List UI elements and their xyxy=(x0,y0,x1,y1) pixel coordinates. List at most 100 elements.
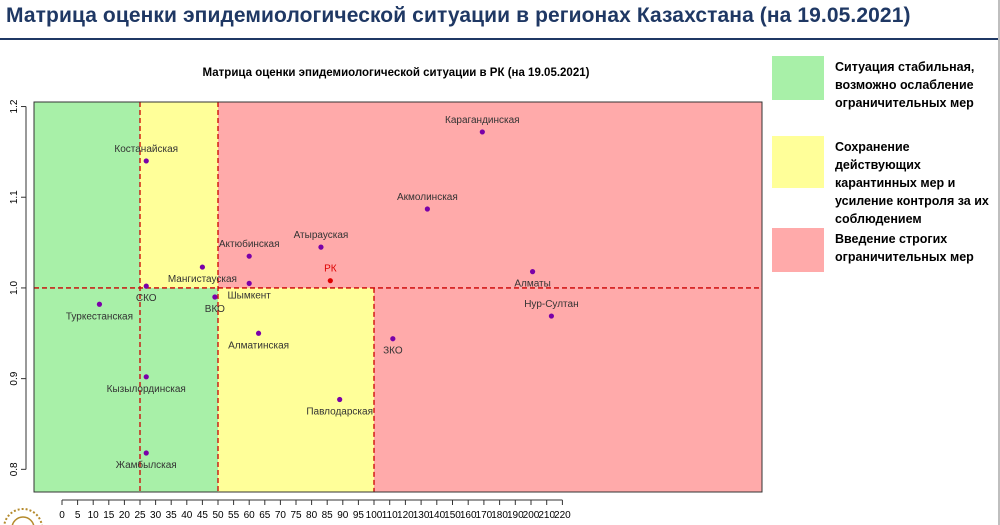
data-point xyxy=(143,283,149,289)
point-label: Кызылординская xyxy=(107,384,186,395)
x-tick-label: 100 xyxy=(366,510,383,521)
data-point xyxy=(199,264,205,270)
zone-green-lower xyxy=(140,287,218,492)
data-point xyxy=(529,269,536,275)
x-tick-label: 140 xyxy=(428,510,445,521)
data-point xyxy=(318,244,324,250)
x-tick-label: 210 xyxy=(538,510,555,521)
legend-label: Ситуация стабильная, возможно ослабление о… xyxy=(835,58,974,112)
zone-red-top xyxy=(218,102,762,288)
x-tick-label: 55 xyxy=(228,510,240,521)
point-label: ЗКО xyxy=(383,346,403,357)
page-title: Матрица оценки эпидемиологической ситуац… xyxy=(6,4,911,27)
zone-yellow-top xyxy=(140,102,218,288)
x-tick-label: 5 xyxy=(75,510,81,521)
x-tick-label: 120 xyxy=(397,510,414,521)
point-label: ВКО xyxy=(205,304,225,315)
data-point xyxy=(424,206,430,212)
x-tick-label: 160 xyxy=(460,510,477,521)
point-label: Актюбинская xyxy=(219,238,280,250)
legend-label-line: соблюдением xyxy=(835,212,922,226)
threshold-lines xyxy=(34,102,762,492)
x-tick-label: 150 xyxy=(444,510,461,521)
x-tick-label: 45 xyxy=(197,510,209,521)
data-point xyxy=(143,158,149,164)
data-point xyxy=(212,294,218,300)
point-label: Мангистауская xyxy=(168,274,237,285)
scatter-chart: Матрица оценки эпидемиологической ситуац… xyxy=(9,67,763,521)
chart-title: Матрица оценки эпидемиологической ситуац… xyxy=(203,67,590,79)
point-label: Алматинская xyxy=(228,340,289,351)
y-tick-label: 1.2 xyxy=(9,99,20,113)
x-tick-label: 25 xyxy=(134,510,146,521)
emblem-logo xyxy=(3,508,43,525)
x-tick-label: 200 xyxy=(523,510,540,521)
data-point xyxy=(548,313,555,319)
legend-swatch xyxy=(772,136,824,188)
data-point xyxy=(337,396,343,403)
point-label: РК xyxy=(324,264,337,275)
data-point xyxy=(143,374,149,380)
x-tick-label: 60 xyxy=(244,510,256,521)
x-tick-label: 95 xyxy=(353,510,365,521)
slide-edge xyxy=(998,0,1000,525)
x-tick-label: 190 xyxy=(507,510,524,521)
legend-item: Введение строгих ограничительных мер xyxy=(772,228,998,272)
point-label: Карагандинская xyxy=(445,115,520,126)
point-label: Туркестанская xyxy=(66,311,133,322)
x-tick-label: 15 xyxy=(103,510,115,521)
legend-swatch xyxy=(772,228,824,272)
legend-label-line: возможно ослабление xyxy=(835,78,974,92)
x-tick-label: 30 xyxy=(150,510,162,521)
y-axis: 0.8 0.9 1.0 1.1 1.2 xyxy=(9,99,27,476)
x-tick-label: 20 xyxy=(119,510,131,521)
data-points: Костанайская Карагандинская Акмолинская Аты… xyxy=(66,115,579,471)
data-point xyxy=(246,253,252,259)
x-tick-label: 80 xyxy=(306,510,318,521)
legend-swatch xyxy=(772,56,824,100)
x-tick-label: 90 xyxy=(337,510,349,521)
data-point xyxy=(255,330,262,336)
x-tick-label: 75 xyxy=(290,510,302,521)
x-tick-label: 220 xyxy=(554,510,571,521)
point-label: Алматы xyxy=(514,279,551,290)
legend-label-line: Введение строгих xyxy=(835,232,948,246)
data-point xyxy=(327,278,333,284)
legend-item: Сохранение действующих карантинных мер и у… xyxy=(772,136,998,226)
point-label: Нур-Султан xyxy=(524,299,578,310)
point-label: Атырауская xyxy=(294,230,349,241)
point-label: Жамбылская xyxy=(116,459,177,471)
x-tick-label: 65 xyxy=(259,510,271,521)
x-tick-label: 180 xyxy=(491,510,508,521)
data-point xyxy=(96,301,103,307)
data-point xyxy=(390,336,396,342)
y-tick-label: 0.9 xyxy=(9,371,20,385)
legend-label-line: усиление контроля за их xyxy=(835,194,989,208)
y-tick-label: 1.1 xyxy=(9,190,20,204)
x-tick-label: 50 xyxy=(212,510,224,521)
data-point xyxy=(143,450,149,456)
legend-label-line: ограничительных мер xyxy=(835,250,974,264)
point-label: СКО xyxy=(136,293,157,304)
data-point xyxy=(479,129,485,135)
x-tick-label: 70 xyxy=(275,510,287,521)
x-tick-label: 40 xyxy=(181,510,193,521)
point-label: Павлодарская xyxy=(306,406,373,417)
data-point xyxy=(246,280,252,286)
legend-label-line: ограничительных мер xyxy=(835,96,974,110)
x-tick-label: 35 xyxy=(166,510,178,521)
x-tick-label: 170 xyxy=(476,510,493,521)
zone-green xyxy=(34,102,140,492)
legend-label-line: карантинных мер и xyxy=(835,176,956,190)
point-label: Костанайская xyxy=(114,144,178,155)
x-tick-label: 10 xyxy=(88,510,100,521)
legend-label-line: Ситуация стабильная, xyxy=(835,60,975,74)
point-label: Шымкент xyxy=(228,290,272,301)
x-tick-label: 0 xyxy=(59,510,65,521)
zone-yellow-lower xyxy=(218,287,374,492)
x-tick-label: 110 xyxy=(382,510,398,521)
x-tick-label: 130 xyxy=(413,510,430,521)
point-label: Акмолинская xyxy=(397,192,458,203)
legend-item: Ситуация стабильная, возможно ослабление о… xyxy=(772,56,998,114)
x-axis: 0 5 10 15 20 25 30 35 40 45 50 55 60 65 70 75 80 85 90 95 10… xyxy=(59,499,571,521)
